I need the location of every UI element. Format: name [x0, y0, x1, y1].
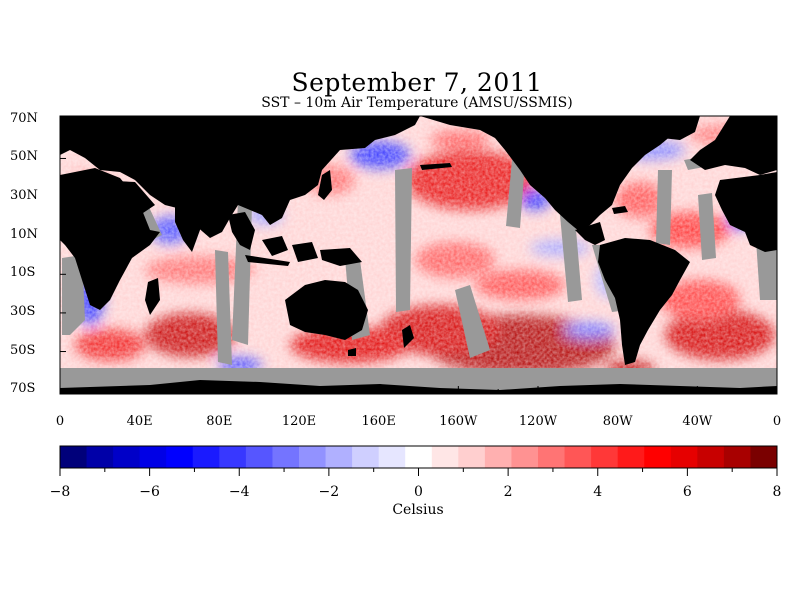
lon-label: 120W — [518, 414, 558, 429]
lat-label: 30N — [10, 188, 38, 204]
colorbar-tick-label: −4 — [228, 484, 250, 500]
latitude-ticks — [60, 119, 66, 391]
map-subtitle: SST – 10m Air Temperature (AMSU/SSMIS) — [261, 95, 573, 111]
colorbar-swatch — [697, 446, 725, 468]
land-masses — [60, 116, 777, 394]
lat-label: 50N — [10, 149, 38, 165]
colorbar-swatch — [60, 446, 88, 468]
colorbar-tick-label: 2 — [503, 484, 513, 500]
colorbar-swatch — [245, 446, 273, 468]
lat-label: 10S — [10, 265, 36, 281]
land-antarctica — [60, 380, 777, 394]
colorbar — [60, 446, 778, 468]
colorbar-swatch — [458, 446, 486, 468]
land-eurasia — [60, 116, 420, 238]
lat-label: 10N — [10, 226, 38, 242]
lon-label: 0 — [772, 414, 782, 429]
longitude-ticks — [59, 386, 778, 394]
land-south-america — [598, 238, 690, 365]
lon-label: 160E — [361, 414, 396, 429]
colorbar-swatch — [670, 446, 698, 468]
colorbar-swatch — [644, 446, 672, 468]
ocean-anomaly-field — [60, 116, 777, 394]
colorbar-swatch — [166, 446, 194, 468]
colorbar-tick-label: −6 — [139, 484, 160, 500]
lat-label: 70N — [10, 110, 38, 126]
colorbar-swatch — [139, 446, 167, 468]
colorbar-swatch — [564, 446, 592, 468]
colorbar-swatch — [378, 446, 406, 468]
colorbar-swatch — [723, 446, 751, 468]
colorbar-unit-label: Celsius — [392, 502, 444, 518]
colorbar-swatch — [617, 446, 645, 468]
lon-label: 80W — [602, 414, 633, 429]
colorbar-swatch — [591, 446, 619, 468]
colorbar-swatch — [538, 446, 566, 468]
lon-label: 40E — [126, 414, 153, 429]
colorbar-swatch — [431, 446, 459, 468]
colorbar-tick-label: −8 — [49, 484, 71, 500]
lat-label: 50S — [10, 342, 36, 358]
colorbar-swatch — [325, 446, 353, 468]
colorbar-swatch — [192, 446, 220, 468]
colorbar-swatch — [299, 446, 327, 468]
colorbar-swatch — [113, 446, 141, 468]
lon-label: 160W — [439, 414, 478, 429]
colorbar-swatch — [86, 446, 114, 468]
colorbar-swatch — [405, 446, 433, 468]
colorbar-tick-label: 6 — [682, 484, 692, 500]
colorbar-tick-label: −2 — [318, 484, 340, 500]
land-india — [175, 205, 205, 252]
colorbar-swatch — [484, 446, 512, 468]
lon-label: 120E — [281, 414, 317, 429]
land-africa — [715, 172, 777, 252]
colorbar-ticks — [59, 468, 778, 476]
colorbar-swatch — [750, 446, 778, 468]
colorbar-tick-label: 8 — [772, 484, 782, 500]
colorbar-swatch — [219, 446, 247, 468]
land-north-america — [420, 116, 700, 232]
lon-label: 40W — [682, 414, 713, 429]
colorbar-tick-label: 0 — [414, 484, 423, 500]
lat-label: 30S — [10, 303, 36, 319]
colorbar-swatch — [272, 446, 300, 468]
map-title: September 7, 2011 — [291, 68, 543, 97]
lon-label: 80E — [206, 414, 233, 429]
colorbar-swatch — [352, 446, 380, 468]
lon-label: 0 — [55, 414, 65, 429]
land-australia — [285, 280, 368, 340]
colorbar-tick-label: 4 — [593, 484, 603, 500]
land-madagascar — [145, 278, 160, 315]
lat-label: 70S — [10, 381, 36, 397]
colorbar-swatch — [511, 446, 539, 468]
